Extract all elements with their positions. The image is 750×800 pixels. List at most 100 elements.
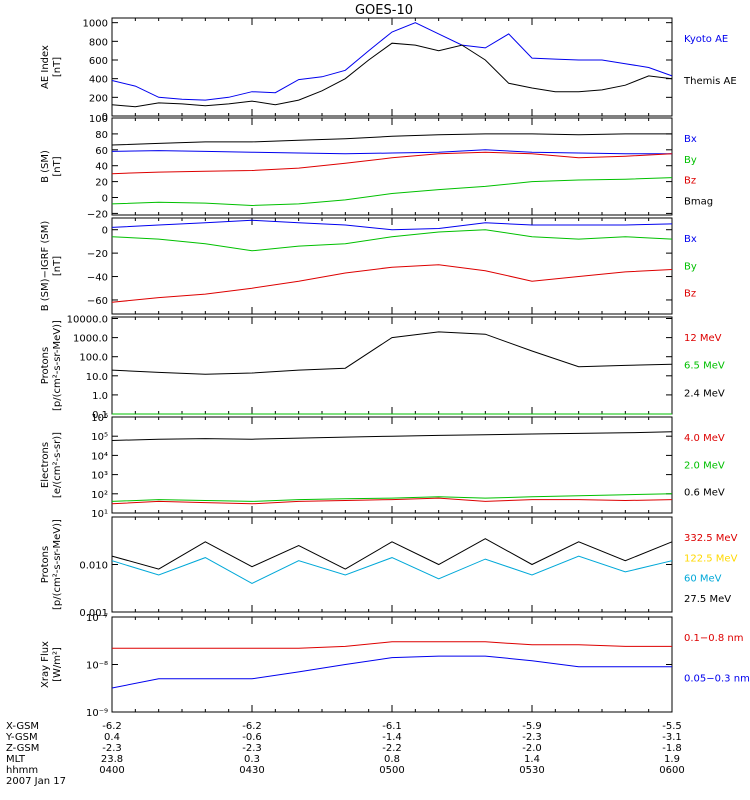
y-tick-label: −40 xyxy=(87,273,108,284)
legend-entry: Bx xyxy=(684,234,697,245)
legend-entry: Themis AE xyxy=(683,76,737,87)
footer-row-label: MLT xyxy=(6,754,26,765)
legend-entry: 6.5 MeV xyxy=(684,361,725,372)
footer-value: 0.3 xyxy=(244,754,260,765)
legend-entry: Bx xyxy=(684,134,697,145)
series-line-bz xyxy=(111,151,673,175)
legend-entry: 0.6 MeV xyxy=(684,488,725,499)
y-axis-label: Protons xyxy=(40,347,51,384)
y-tick-label: 10⁶ xyxy=(91,413,108,424)
panel-protons: 0.1 1.0 10.0 100.0 1000.0 10000.0 Protons [p/(c… xyxy=(40,315,725,421)
y-tick-label: 1000.0 xyxy=(73,334,108,345)
y-tick-label: 10² xyxy=(91,490,108,501)
legend-entry: Bmag xyxy=(684,196,713,207)
legend-entry: 27.5 MeV xyxy=(684,594,731,605)
footer-value: -5.5 xyxy=(662,721,682,732)
footer-value: -0.6 xyxy=(242,732,262,743)
y-tick-label: 10⁴ xyxy=(91,451,108,462)
panel-hiprotons: 0.001 0.010 Protons [p/(cm²-s-sr-MeV)] 332.5… xyxy=(40,516,738,619)
panel-frame xyxy=(111,17,673,117)
footer-value: -2.2 xyxy=(382,743,402,754)
series-line-bz xyxy=(111,264,673,303)
y-axis-label: AE Index xyxy=(40,45,51,89)
footer-value: -6.1 xyxy=(382,721,402,732)
panel-frame xyxy=(111,117,673,216)
series-line-kyoto-ae xyxy=(111,22,673,101)
legend-entry: 12 MeV xyxy=(684,333,722,344)
series-line-bx xyxy=(111,219,673,231)
y-tick-label: 100 xyxy=(89,114,108,125)
panel-xray: 10⁻⁹ 10⁻⁸ 10⁻⁷ Xray Flux [W/m²] 0.1−0.8 nm 0.0… xyxy=(40,613,750,719)
footer-value: -1.4 xyxy=(382,732,402,743)
legend-entry: Bz xyxy=(684,176,696,187)
y-tick-label: 10.0 xyxy=(86,372,108,383)
legend-entry: 4.0 MeV xyxy=(684,433,725,444)
y-axis-label: [nT] xyxy=(52,156,63,176)
y-axis-label: [p/(cm²-s-sr-MeV)] xyxy=(52,519,63,610)
footer-value: -2.3 xyxy=(522,732,542,743)
series-line-themis-ae xyxy=(111,42,673,108)
footer-value: 0430 xyxy=(239,765,264,776)
footer-value: -6.2 xyxy=(102,721,122,732)
footer-value: 1.4 xyxy=(524,754,540,765)
footer-value: 23.8 xyxy=(101,754,123,765)
y-tick-label: 1.0 xyxy=(92,391,108,402)
y-tick-label: 80 xyxy=(95,130,108,141)
legend-entry: By xyxy=(684,261,697,272)
y-tick-label: 100.0 xyxy=(79,353,108,364)
series-line-27-5-mev xyxy=(111,538,673,570)
footer-value: -6.2 xyxy=(242,721,262,732)
footer-row-label: Y-GSM xyxy=(5,732,38,743)
legend-entry: 2.0 MeV xyxy=(684,460,725,471)
legend-entry: Kyoto AE xyxy=(684,34,728,45)
y-tick-label: 200 xyxy=(89,93,108,104)
legend-entry: 2.4 MeV xyxy=(684,388,725,399)
panel-frame xyxy=(111,217,673,315)
y-axis-label: [nT] xyxy=(52,57,63,77)
y-tick-label: 10000.0 xyxy=(67,315,108,326)
y-tick-label: 60 xyxy=(95,146,108,157)
y-tick-label: 0.001 xyxy=(79,608,108,619)
y-tick-label: 0 xyxy=(102,194,108,205)
y-tick-label: 600 xyxy=(89,56,108,67)
legend-entry: 332.5 MeV xyxy=(684,533,738,544)
y-tick-label: 1000 xyxy=(83,19,108,30)
y-tick-label: −60 xyxy=(87,296,108,307)
footer-value: -2.3 xyxy=(102,743,122,754)
y-tick-label: 0.1 xyxy=(92,410,108,421)
footer-value: -2.3 xyxy=(242,743,262,754)
footer-row-label: hhmm xyxy=(6,765,38,776)
y-tick-label: 400 xyxy=(89,75,108,86)
legend-entry: 60 MeV xyxy=(684,574,722,585)
y-tick-label: 0 xyxy=(102,226,108,237)
y-tick-label: 10⁻⁷ xyxy=(86,613,108,624)
series-line-0-05-0-3-nm xyxy=(111,655,672,689)
y-tick-label: 10¹ xyxy=(91,509,108,520)
y-tick-label: 20 xyxy=(95,178,108,189)
footer-value: -1.8 xyxy=(662,743,682,754)
y-axis-label: [e/(cm²-s-sr)] xyxy=(52,432,63,498)
y-axis-label: Electrons xyxy=(40,442,51,488)
y-axis-label: [W/m²] xyxy=(52,647,63,682)
footer-value: 0.4 xyxy=(104,732,120,743)
y-tick-label: 0 xyxy=(102,112,108,123)
footer-value: 0530 xyxy=(519,765,544,776)
footer-value: -2.0 xyxy=(522,743,542,754)
y-tick-label: 10³ xyxy=(91,471,108,482)
series-line-4-0-mev xyxy=(111,497,673,505)
y-axis-label: [nT] xyxy=(52,256,63,276)
y-tick-label: −20 xyxy=(87,209,108,220)
y-tick-label: 40 xyxy=(95,162,108,173)
footer-value: 0600 xyxy=(659,765,684,776)
footer-date: 2007 Jan 17 xyxy=(6,776,66,787)
panel-frame xyxy=(111,616,673,713)
panel-bsm: −20 0 20 40 60 80 100 B (SM) [nT] Bx By Bz Bmag xyxy=(40,114,713,220)
series-line-bx xyxy=(111,149,672,155)
series-line-60-mev xyxy=(111,555,673,584)
y-tick-label: 800 xyxy=(89,37,108,48)
footer-value: 0.8 xyxy=(384,754,400,765)
y-axis-label: Protons xyxy=(40,546,51,583)
series-line-0-6-mev xyxy=(111,431,673,441)
